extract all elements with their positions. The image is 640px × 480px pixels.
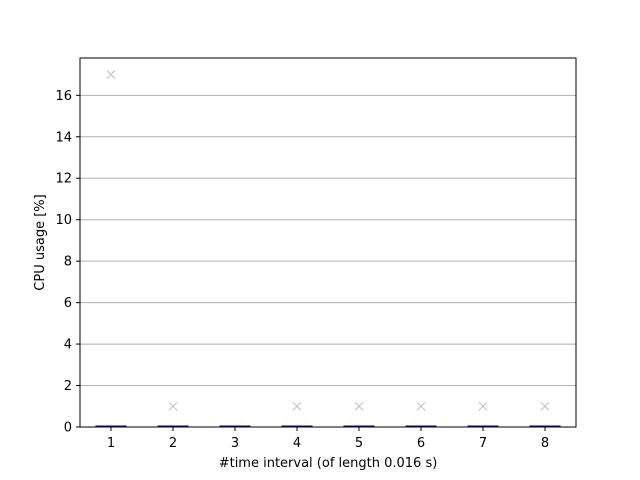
x-tick-label: 7 — [479, 436, 487, 451]
x-tick-label: 8 — [541, 436, 549, 451]
y-tick-label: 14 — [55, 130, 72, 145]
y-axis-label: CPU usage [%] — [33, 194, 48, 290]
y-ticks: 0 2 4 6 8 10 12 14 16 — [55, 89, 80, 436]
y-tick-label: 2 — [64, 379, 72, 394]
outliers — [106, 70, 550, 411]
x-tick-label: 5 — [355, 436, 363, 451]
outlier-marker — [478, 401, 488, 411]
y-tick-label: 16 — [55, 89, 72, 104]
grid-lines — [80, 94, 576, 387]
x-tick-label: 6 — [417, 436, 425, 451]
x-tick-label: 3 — [231, 436, 239, 451]
x-axis-label: #time interval (of length 0.016 s) — [219, 456, 438, 471]
outlier-marker — [168, 401, 178, 411]
y-tick-label: 12 — [55, 172, 72, 187]
x-tick-label: 2 — [169, 436, 177, 451]
outlier-marker — [292, 401, 302, 411]
outlier-marker — [354, 401, 364, 411]
x-ticks: 1 2 3 4 5 6 7 8 — [107, 427, 549, 451]
plot-area-frame — [79, 57, 577, 428]
outlier-marker — [106, 70, 116, 80]
outlier-marker — [416, 401, 426, 411]
y-tick-label: 8 — [64, 255, 72, 270]
x-tick-label: 4 — [293, 436, 301, 451]
outlier-marker — [540, 401, 550, 411]
y-tick-label: 6 — [64, 296, 72, 311]
y-tick-label: 4 — [64, 338, 72, 353]
x-tick-label: 1 — [107, 436, 115, 451]
y-tick-label: 10 — [55, 213, 72, 228]
y-tick-label: 0 — [64, 421, 72, 436]
